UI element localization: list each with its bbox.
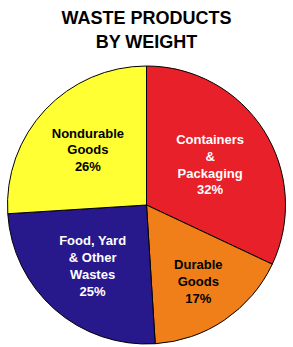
svg-text:NondurableGoods26%: NondurableGoods26% <box>52 126 124 175</box>
svg-text:Containers&Packaging32%: Containers&Packaging32% <box>176 132 244 198</box>
svg-text:WASTE PRODUCTSBY WEIGHT: WASTE PRODUCTSBY WEIGHT <box>61 8 231 51</box>
svg-text:DurableGoods17%: DurableGoods17% <box>174 257 222 306</box>
svg-text:Food, Yard& OtherWastes25%: Food, Yard& OtherWastes25% <box>59 233 126 299</box>
